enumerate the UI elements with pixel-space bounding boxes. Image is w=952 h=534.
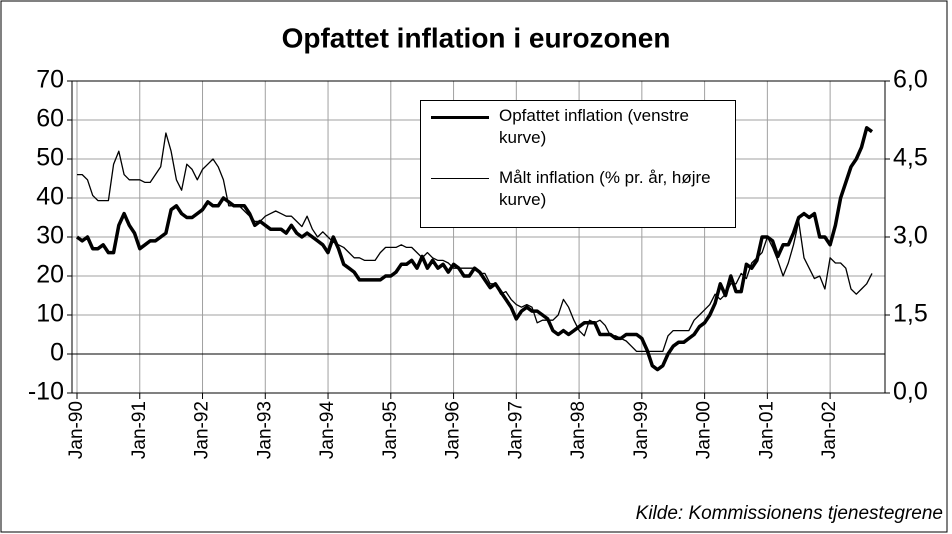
x-tick-label: Jan-98: [568, 401, 589, 459]
y2-tick-label: 3,0: [893, 222, 928, 250]
y2-tick-label: 1,5: [893, 300, 928, 328]
chart-title: Opfattet inflation i eurozonen: [282, 22, 671, 53]
x-tick-label: Jan-02: [819, 401, 840, 459]
y-tick-label: 40: [36, 183, 64, 211]
y-tick-label: 30: [36, 222, 64, 250]
x-tick-label: Jan-97: [505, 401, 526, 459]
x-tick-label: Jan-99: [631, 401, 652, 459]
legend-swatch: [431, 116, 489, 119]
y-tick-label: 50: [36, 144, 64, 172]
legend-swatch: [431, 178, 489, 179]
y2-tick-label: 4,5: [893, 144, 928, 172]
x-tick-label: Jan-92: [192, 401, 213, 459]
y-tick-label: -10: [28, 378, 64, 406]
y-tick-label: 10: [36, 300, 64, 328]
y2-tick-label: 0,0: [893, 378, 928, 406]
legend-label: Opfattet inflation (venstre kurve): [499, 106, 689, 147]
y-tick-label: 70: [36, 66, 64, 94]
legend-item: Opfattet inflation (venstre kurve): [431, 105, 727, 149]
x-tick-label: Jan-94: [317, 401, 338, 460]
y-tick-label: 60: [36, 105, 64, 133]
x-tick-label: Jan-91: [129, 401, 150, 459]
x-tick-label: Jan-95: [380, 401, 401, 459]
y2-tick-label: 6,0: [893, 66, 928, 94]
legend-label: Målt inflation (% pr. år, højre kurve): [499, 168, 711, 209]
x-tick-label: Jan-00: [694, 401, 715, 459]
y-tick-label: 20: [36, 261, 64, 289]
x-tick-label: Jan-96: [443, 401, 464, 459]
legend: Opfattet inflation (venstre kurve) Målt i…: [420, 100, 736, 228]
plot-border: [71, 80, 886, 394]
x-tick-label: Jan-93: [254, 401, 275, 459]
source: Kilde: Kommissionens tjenestegrene: [636, 503, 943, 524]
legend-item: Målt inflation (% pr. år, højre kurve): [431, 167, 727, 211]
x-tick-label: Jan-90: [66, 401, 87, 459]
x-tick-label: Jan-01: [756, 401, 777, 459]
y-tick-label: 0: [50, 339, 64, 367]
series-line: [75, 126, 874, 372]
